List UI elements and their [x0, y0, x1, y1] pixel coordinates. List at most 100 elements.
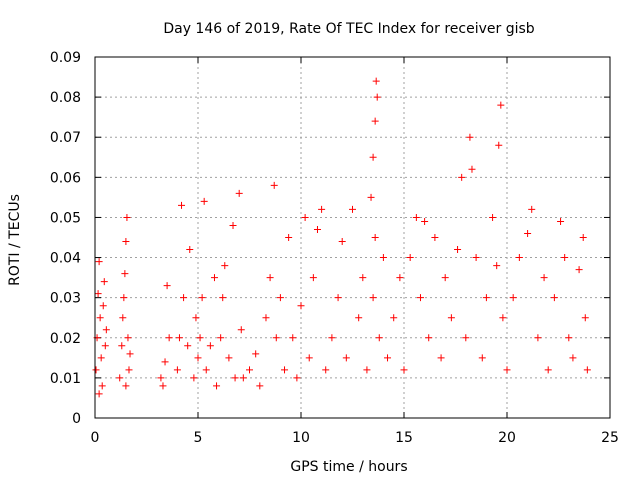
- data-point: [266, 274, 274, 282]
- data-point: [270, 181, 278, 189]
- data-point: [466, 133, 474, 141]
- data-point: [256, 382, 264, 390]
- data-point: [373, 93, 381, 101]
- data-point: [163, 282, 171, 290]
- data-point: [499, 314, 507, 322]
- chart-title: Day 146 of 2019, Rate Of TEC Index for r…: [163, 21, 534, 37]
- data-point: [441, 274, 449, 282]
- data-point: [225, 354, 233, 362]
- data-point: [98, 382, 106, 390]
- data-point: [102, 326, 110, 334]
- data-point: [119, 314, 127, 322]
- data-point: [390, 314, 398, 322]
- data-point: [544, 366, 552, 374]
- data-point: [534, 334, 542, 342]
- data-point: [406, 254, 414, 262]
- data-point: [97, 354, 105, 362]
- y-tick-label: 0: [72, 411, 81, 427]
- data-point: [305, 354, 313, 362]
- data-point: [447, 314, 455, 322]
- axes: 0 5 10 15 20 25 0 0.01 0.02 0.03 0.04 0.05 0.06 0.07 0…: [50, 50, 619, 446]
- data-point: [342, 354, 350, 362]
- data-point: [322, 366, 330, 374]
- data-point: [369, 294, 377, 302]
- data-point: [121, 270, 129, 278]
- data-point: [575, 266, 583, 274]
- data-point: [198, 294, 206, 302]
- data-point: [116, 374, 124, 382]
- x-tick-label: 20: [498, 430, 516, 446]
- data-point: [122, 238, 130, 246]
- data-point: [396, 274, 404, 282]
- data-point: [359, 274, 367, 282]
- data-point: [165, 334, 173, 342]
- data-point: [184, 342, 192, 350]
- data-point: [276, 294, 284, 302]
- data-point: [583, 366, 591, 374]
- data-point: [379, 254, 387, 262]
- data-point: [375, 334, 383, 342]
- data-point: [550, 294, 558, 302]
- data-point: [123, 213, 131, 221]
- data-point: [229, 221, 237, 229]
- data-point: [94, 290, 102, 298]
- plot-frame: [94, 56, 611, 419]
- y-tick-label: 0.09: [50, 50, 81, 66]
- data-point: [565, 334, 573, 342]
- data-point: [334, 294, 342, 302]
- data-point: [581, 314, 589, 322]
- data-point: [125, 366, 133, 374]
- data-point: [372, 77, 380, 85]
- data-point: [122, 382, 130, 390]
- data-point: [126, 350, 134, 358]
- data-point: [355, 314, 363, 322]
- data-point: [509, 294, 517, 302]
- data-point: [349, 205, 356, 213]
- data-point: [289, 334, 297, 342]
- data-point: [478, 354, 486, 362]
- data-point: [196, 334, 204, 342]
- data-point: [239, 374, 247, 382]
- data-point: [313, 225, 321, 233]
- data-points: [92, 77, 591, 398]
- x-tick-label: 5: [194, 430, 203, 446]
- data-point: [118, 342, 126, 350]
- data-point: [262, 314, 270, 322]
- data-point: [285, 234, 293, 241]
- x-tick-label: 15: [395, 430, 413, 446]
- data-point: [328, 334, 336, 342]
- data-point: [246, 366, 253, 374]
- data-point: [95, 390, 103, 398]
- y-axis-label: ROTI / TECUs: [7, 194, 23, 286]
- data-point: [421, 217, 429, 225]
- data-point: [524, 229, 532, 237]
- data-point: [561, 254, 569, 262]
- x-tick-label: 10: [292, 430, 310, 446]
- data-point: [213, 382, 221, 390]
- data-point: [120, 294, 128, 302]
- y-tick-label: 0.08: [50, 90, 81, 106]
- data-point: [367, 193, 375, 201]
- x-axis-label: GPS time / hours: [290, 459, 407, 475]
- data-point: [497, 101, 505, 109]
- data-point: [540, 274, 548, 282]
- data-point: [472, 254, 480, 262]
- data-point: [468, 165, 476, 173]
- data-point: [210, 274, 218, 282]
- data-point: [281, 366, 289, 374]
- y-tick-label: 0.06: [50, 170, 81, 186]
- data-point: [482, 294, 490, 302]
- data-point: [431, 234, 439, 241]
- data-point: [454, 246, 462, 254]
- data-point: [200, 197, 208, 205]
- data-point: [221, 262, 229, 270]
- data-point: [301, 213, 309, 221]
- data-point: [219, 294, 227, 302]
- data-point: [369, 153, 377, 161]
- data-point: [217, 334, 225, 342]
- data-point: [293, 374, 301, 382]
- data-point: [100, 278, 108, 286]
- x-tick-label: 25: [601, 430, 619, 446]
- data-point: [194, 354, 202, 362]
